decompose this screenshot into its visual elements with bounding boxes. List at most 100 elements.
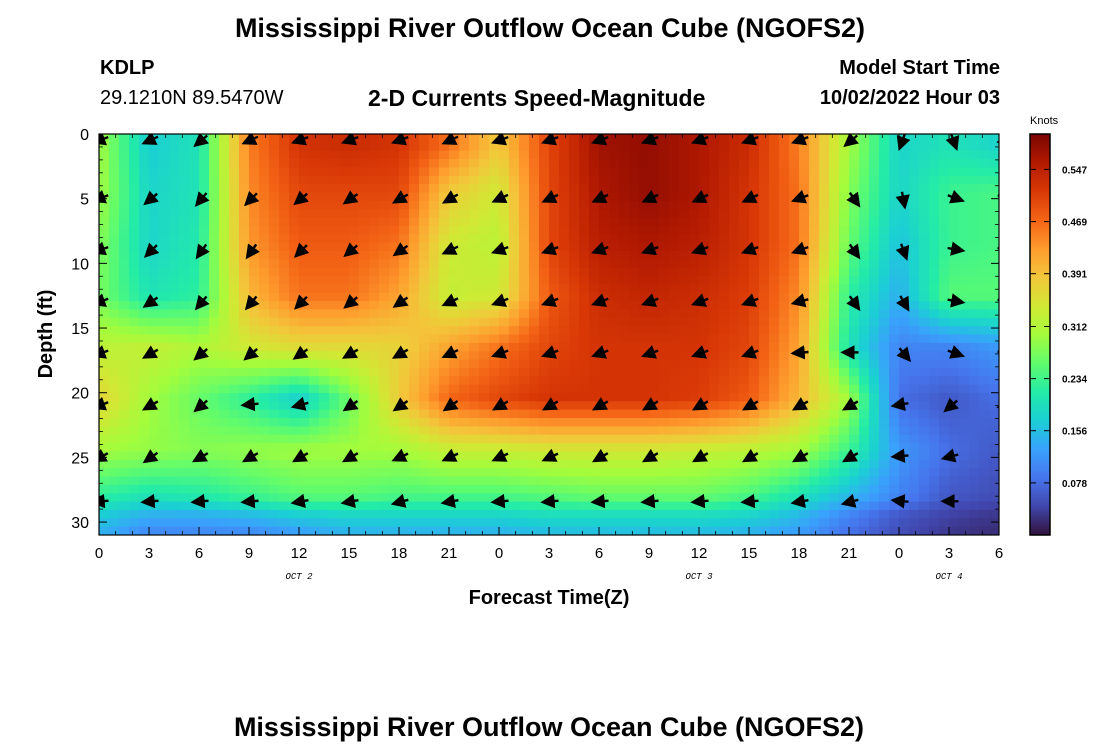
heatmap-cell	[379, 468, 390, 478]
heatmap-cell	[139, 159, 150, 169]
heatmap-cell	[789, 292, 800, 302]
heatmap-cell	[99, 409, 110, 419]
heatmap-cell	[809, 301, 820, 311]
heatmap-cell	[819, 434, 830, 444]
heatmap-cell	[429, 476, 440, 486]
heatmap-cell	[99, 284, 110, 294]
heatmap-cell	[629, 334, 640, 344]
heatmap-cell	[419, 192, 430, 202]
heatmap-cell	[469, 309, 480, 319]
heatmap-cell	[989, 342, 999, 352]
heatmap-cell	[919, 142, 930, 152]
heatmap-cell	[419, 476, 430, 486]
heatmap-cell	[219, 376, 230, 386]
heatmap-cell	[589, 484, 600, 494]
heatmap-cell	[969, 376, 980, 386]
heatmap-cell	[519, 367, 530, 377]
heatmap-cell	[939, 175, 950, 185]
heatmap-cell	[659, 284, 670, 294]
heatmap-cell	[329, 526, 340, 535]
heatmap-cell	[989, 267, 999, 277]
heatmap-cell	[509, 309, 520, 319]
current-vector-arrow	[491, 293, 509, 307]
heatmap-cell	[839, 359, 850, 369]
heatmap-cell	[849, 267, 860, 277]
heatmap-cell	[439, 434, 450, 444]
heatmap-cell	[689, 276, 700, 285]
heatmap-cell	[549, 200, 560, 210]
heatmap-cell	[259, 209, 270, 219]
heatmap-cell	[629, 326, 640, 336]
heatmap-cell	[489, 167, 500, 177]
heatmap-cell	[889, 484, 900, 494]
current-vector-arrow	[741, 397, 759, 411]
heatmap-cell	[839, 292, 850, 302]
heatmap-cell	[809, 259, 820, 269]
heatmap-cell	[519, 351, 530, 361]
heatmap-cell	[949, 459, 960, 469]
heatmap-cell	[179, 334, 190, 344]
heatmap-cell	[869, 267, 880, 277]
heatmap-cell	[539, 309, 550, 319]
heatmap-cell	[789, 342, 800, 352]
heatmap-cell	[829, 276, 840, 285]
heatmap-cell	[839, 459, 850, 469]
heatmap-cell	[99, 250, 110, 260]
heatmap-cell	[239, 284, 250, 294]
heatmap-cell	[159, 392, 170, 402]
heatmap-cell	[329, 326, 340, 336]
heatmap-cell	[339, 468, 350, 478]
heatmap-cell	[469, 284, 480, 294]
heatmap-cell	[529, 468, 540, 478]
current-vector-arrow	[193, 397, 209, 413]
heatmap-cell	[329, 426, 340, 436]
heatmap-cell	[739, 250, 750, 260]
heatmap-cell	[459, 259, 470, 269]
x-tick-label: 0	[95, 545, 103, 562]
heatmap-cell	[359, 326, 370, 336]
heatmap-cell	[569, 334, 580, 344]
heatmap-cell	[699, 309, 710, 319]
heatmap-cell	[549, 225, 560, 235]
heatmap-cell	[99, 209, 110, 219]
heatmap-cell	[599, 418, 610, 427]
colorbar-tick-label: 0.078	[1062, 479, 1087, 490]
heatmap-cell	[349, 317, 360, 327]
heatmap-cell	[239, 426, 250, 436]
heatmap-cell	[599, 150, 610, 160]
heatmap-cell	[889, 167, 900, 177]
heatmap-cell	[659, 409, 670, 419]
heatmap-cell	[469, 392, 480, 402]
heatmap-cell	[529, 476, 540, 486]
heatmap-cell	[359, 509, 370, 519]
heatmap-cell	[239, 451, 250, 461]
heatmap-cell	[799, 443, 810, 453]
heatmap-cell	[659, 459, 670, 469]
heatmap-cell	[139, 426, 150, 436]
heatmap-cell	[419, 509, 430, 519]
heatmap-cell	[229, 376, 240, 386]
heatmap-cell	[169, 267, 180, 277]
colorbar-ramp	[1029, 133, 1051, 536]
heatmap-cell	[419, 159, 430, 169]
date-label: OCT 3	[685, 572, 713, 582]
heatmap-cell	[199, 392, 210, 402]
heatmap-cell	[399, 167, 410, 177]
heatmap-cell	[539, 192, 550, 202]
heatmap-cell	[139, 267, 150, 277]
heatmap-cell	[829, 509, 840, 519]
heatmap-cell	[679, 443, 690, 453]
heatmap-cell	[549, 159, 560, 169]
heatmap-cell	[319, 451, 330, 461]
heatmap-cell	[419, 367, 430, 377]
heatmap-cell	[109, 392, 120, 402]
heatmap-cell	[639, 292, 650, 302]
heatmap-cell	[839, 184, 850, 194]
heatmap-cell	[959, 426, 970, 436]
x-tick-label: 3	[545, 545, 553, 562]
heatmap-cell	[809, 434, 820, 444]
heatmap-cell	[499, 209, 510, 219]
heatmap-cell	[909, 367, 920, 377]
heatmap-cell	[99, 326, 110, 336]
